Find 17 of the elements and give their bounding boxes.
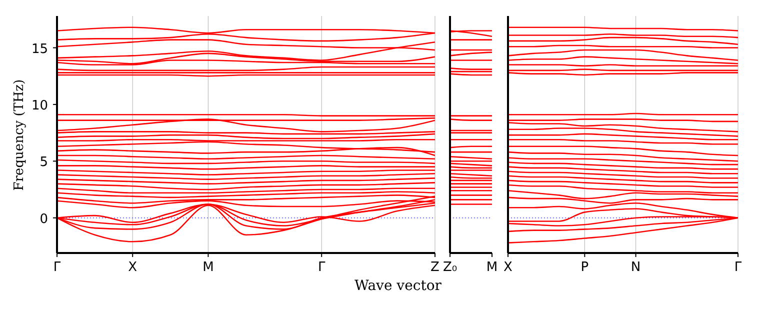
x-tick-label: M [486,260,498,275]
y-tick-label: 10 [31,98,48,114]
x-tick-label: X [504,260,513,275]
y-tick-label: 0 [40,212,48,227]
x-tick-label: Z [430,260,440,275]
x-tick-label: P [580,260,589,275]
x-tick-label: Γ [53,260,62,275]
y-tick-label: 15 [31,42,48,57]
x-tick-label: N [630,260,641,275]
x-tick-label: X [128,260,138,275]
x-tick-label: Γ [318,260,326,275]
y-axis-title: Frequency (THz) [11,78,28,192]
x-tick-label: Γ [734,260,742,275]
y-tick-label: 5 [40,155,48,170]
x-axis-title: Wave vector [354,278,442,294]
x-tick-label: M [202,260,214,275]
x-tick-label: Z₀ [442,260,458,275]
